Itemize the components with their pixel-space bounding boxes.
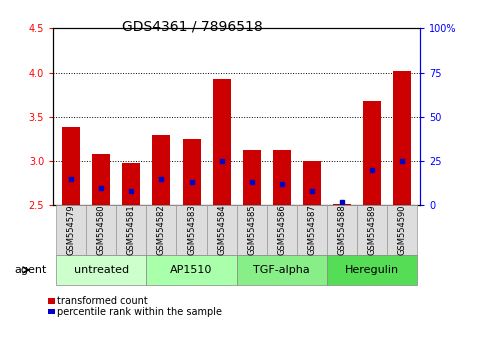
Bar (393, 71, 411, 205)
Text: GSM554582: GSM554582 (157, 205, 166, 256)
Text: GDS4361 / 7896518: GDS4361 / 7896518 (122, 19, 263, 34)
Text: GSM554581: GSM554581 (127, 205, 136, 256)
Bar (242, 150, 261, 205)
Bar (62, 127, 80, 205)
Text: GSM554589: GSM554589 (368, 205, 377, 256)
Text: GSM554588: GSM554588 (338, 205, 346, 256)
Bar (183, 139, 200, 205)
Text: GSM554590: GSM554590 (398, 205, 407, 255)
Text: Heregulin: Heregulin (345, 265, 399, 275)
Text: GSM554587: GSM554587 (307, 205, 316, 256)
Bar (273, 150, 291, 205)
Bar (122, 163, 141, 205)
Bar (363, 101, 381, 205)
Bar (153, 135, 170, 205)
Text: GSM554583: GSM554583 (187, 205, 196, 256)
Bar (303, 161, 321, 205)
Text: agent: agent (14, 265, 46, 275)
Text: transformed count: transformed count (57, 296, 148, 306)
Text: AP1510: AP1510 (170, 265, 213, 275)
Text: GSM554580: GSM554580 (97, 205, 106, 256)
Bar (213, 79, 231, 205)
Text: GSM554585: GSM554585 (247, 205, 256, 256)
Text: untreated: untreated (74, 265, 129, 275)
Text: TGF-alpha: TGF-alpha (254, 265, 310, 275)
Bar (92, 154, 110, 205)
Text: GSM554584: GSM554584 (217, 205, 226, 256)
Text: GSM554586: GSM554586 (277, 205, 286, 256)
Text: GSM554579: GSM554579 (67, 205, 76, 256)
Text: percentile rank within the sample: percentile rank within the sample (57, 307, 222, 316)
